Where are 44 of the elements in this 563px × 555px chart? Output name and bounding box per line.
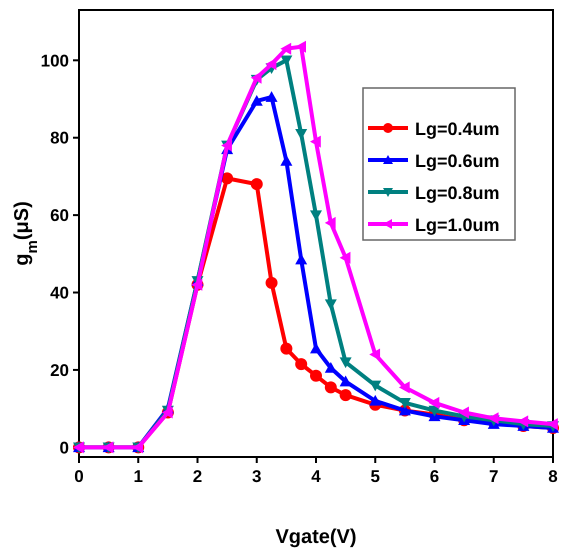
point: [221, 172, 234, 184]
point: [280, 342, 292, 355]
legend-label: Lg=0.6um: [415, 151, 500, 171]
x-axis-title: Vgate(V): [275, 526, 357, 548]
point: [280, 42, 292, 55]
point: [266, 58, 276, 70]
y-tick-label: 60: [50, 206, 69, 226]
y-tick-label: 0: [60, 438, 69, 458]
y-tick-label: 80: [50, 128, 69, 148]
point: [458, 406, 469, 418]
legend-label: Lg=0.8um: [415, 183, 500, 203]
x-tick-label: 3: [252, 467, 262, 486]
point: [340, 389, 352, 402]
x-tick-label: 4: [311, 467, 322, 486]
point: [310, 370, 322, 382]
x-tick-label: 6: [430, 467, 440, 486]
point: [428, 396, 440, 409]
x-tick-label: 8: [548, 467, 558, 486]
point: [340, 357, 352, 368]
x-tick-label: 1: [134, 467, 143, 486]
point: [250, 178, 263, 190]
x-tick-label: 2: [192, 467, 202, 486]
point: [398, 381, 410, 394]
point: [266, 276, 278, 289]
x-tick-label: 0: [74, 467, 84, 486]
legend-label: Lg=1.0um: [415, 215, 500, 235]
point: [280, 154, 292, 166]
point: [266, 91, 278, 102]
point: [250, 72, 262, 84]
point: [340, 252, 350, 264]
point: [250, 94, 263, 106]
point: [369, 348, 380, 360]
y-tick-label: 40: [50, 284, 69, 303]
legend-label: Lg=0.4um: [415, 119, 500, 139]
y-tick-label: 100: [40, 51, 69, 70]
point: [369, 394, 382, 406]
y-tick-label: 20: [50, 360, 69, 380]
point: [324, 299, 337, 310]
x-tick-label: 5: [370, 467, 380, 486]
x-tick-label: 7: [489, 467, 498, 486]
point: [324, 381, 337, 394]
point: [324, 216, 336, 229]
point: [295, 358, 308, 370]
point: [310, 136, 321, 148]
